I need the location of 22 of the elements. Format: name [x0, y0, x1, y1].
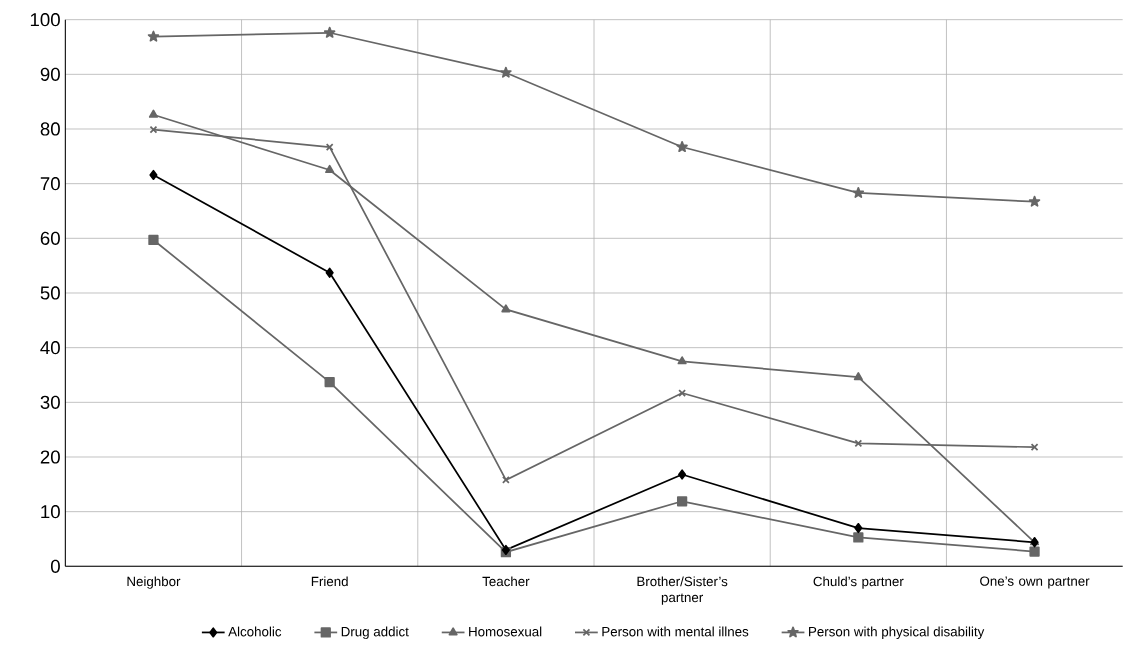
y-tick-label: 90: [40, 67, 60, 81]
y-tick-label: 0: [50, 559, 60, 573]
y-tick-label: 80: [40, 122, 60, 136]
x-tick-label: Chuld’s partner: [813, 576, 904, 589]
y-tick-label: 30: [40, 395, 60, 409]
y-tick-label: 10: [41, 505, 60, 519]
y-tick-label: 70: [40, 177, 60, 191]
x-tick-label: Friend: [311, 576, 348, 587]
y-tick-label: 40: [40, 341, 60, 355]
x-tick-label: Neighbor: [127, 576, 181, 589]
y-tick-label: 60: [40, 231, 60, 245]
x-tick-label: Teacher: [482, 576, 530, 587]
legend-label: Drug addict: [341, 626, 409, 640]
y-tick-label: 20: [40, 450, 60, 464]
legend-label: Person with mental illnes: [602, 626, 749, 637]
x-tick-label: Brother/Sister’s partner: [637, 576, 728, 605]
y-tick-label: 100: [30, 13, 60, 27]
y-tick-label: 50: [40, 286, 60, 300]
legend-label: Homosexual: [469, 626, 542, 637]
legend-label: Person with physical disability: [809, 626, 985, 640]
legend-label: Alcoholic: [228, 626, 282, 637]
x-tick-label: One’s own partner: [980, 576, 1090, 589]
